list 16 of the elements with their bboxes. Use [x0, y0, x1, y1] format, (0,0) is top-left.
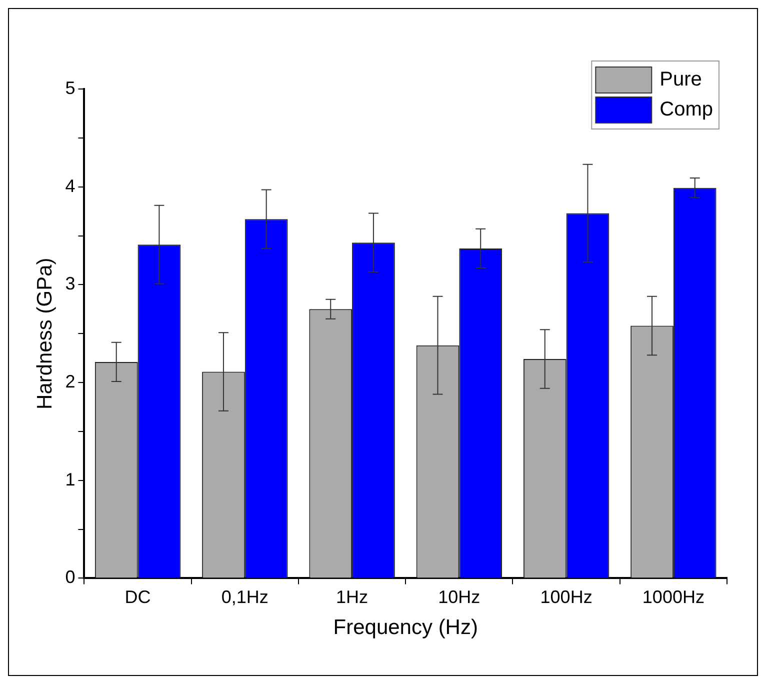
x-axis-title: Frequency (Hz) [333, 616, 478, 640]
legend-label: Comp [660, 98, 714, 121]
legend-label: Pure [660, 68, 702, 91]
x-tick-label: 0,1Hz [221, 586, 268, 607]
y-tick-label: 2 [65, 371, 76, 392]
y-axis-title: Hardness (GPa) [33, 258, 56, 410]
x-tick-label: 1000Hz [642, 586, 704, 607]
y-tick-label: 3 [65, 274, 76, 294]
x-tick-label: 100Hz [540, 586, 592, 607]
y-tick-label: 1 [65, 469, 76, 490]
x-tick-label: DC [124, 586, 151, 607]
x-tick-label: 1Hz [336, 586, 368, 607]
y-tick-label: 4 [65, 176, 76, 196]
y-tick-label: 5 [65, 78, 76, 98]
y-tick-label: 0 [65, 567, 76, 588]
x-tick-label: 10Hz [438, 586, 480, 607]
